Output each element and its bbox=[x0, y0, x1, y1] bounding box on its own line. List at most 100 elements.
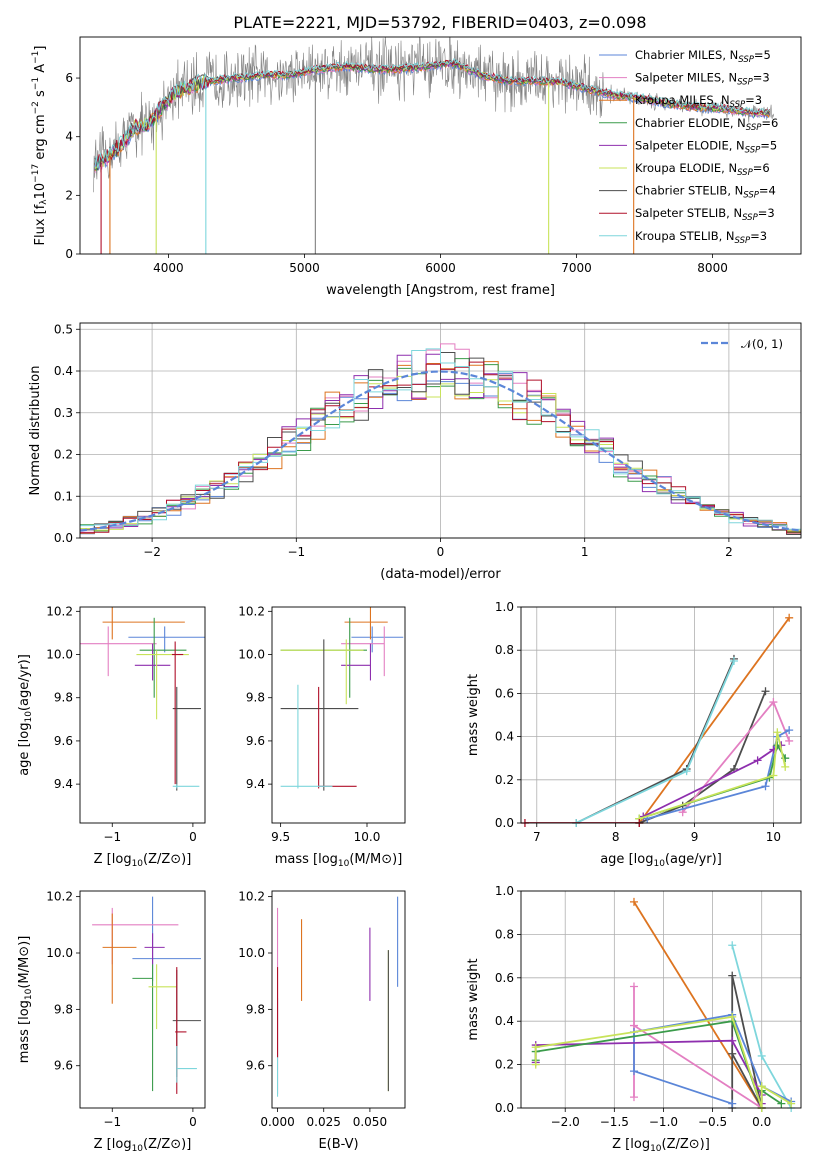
y-tick-label: 0.2 bbox=[54, 448, 73, 462]
legend-label: Salpeter ELODIE, NSSP=5 bbox=[635, 138, 777, 155]
y-tick-label: 10.2 bbox=[238, 890, 265, 904]
histogram-salpeter-stelib bbox=[80, 361, 801, 534]
y-tick-label: 0.0 bbox=[495, 1101, 514, 1115]
weight-marker bbox=[761, 782, 770, 791]
weight-marker bbox=[769, 771, 778, 780]
x-tick-label: 0 bbox=[189, 1115, 197, 1129]
y-tick-label: 0.8 bbox=[495, 927, 514, 941]
legend-label: Salpeter STELIB, NSSP=3 bbox=[635, 206, 775, 223]
x-tick-label: 9.5 bbox=[271, 830, 290, 844]
x-tick-label: 0 bbox=[437, 545, 445, 559]
axes-frame bbox=[79, 36, 802, 255]
x-tick-label: 8000 bbox=[697, 261, 728, 275]
x-tick-label: −2 bbox=[143, 545, 161, 559]
weight-line bbox=[639, 732, 787, 820]
x-axis-label: E(B-V) bbox=[318, 1137, 358, 1152]
y-tick-label: 0.2 bbox=[495, 1058, 514, 1072]
figure-title: PLATE=2221, MJD=53792, FIBERID=0403, z=0… bbox=[233, 13, 646, 32]
spectrum-panel: 4000 5000 6000 7000 8000 0 2 4 6 wavelength [Angs… bbox=[31, 36, 802, 298]
axes-frame bbox=[79, 322, 802, 539]
x-axis-label: wavelength [Angstrom, rest frame] bbox=[326, 283, 555, 298]
y-axis-label: Flux [fλ10−17 erg cm−2 s−1 A−1] bbox=[31, 46, 49, 246]
age-vs-mass-panel: 9.5 10.0 9.4 9.6 9.8 10.0 10.2 mass [log10(M/M⊙… bbox=[238, 604, 406, 869]
y-tick-label: 0.4 bbox=[495, 730, 514, 744]
axes-frame bbox=[271, 890, 406, 1109]
x-tick-label: −1 bbox=[103, 830, 121, 844]
weight-line bbox=[575, 660, 735, 823]
legend-label: Salpeter MILES, NSSP=3 bbox=[635, 71, 770, 88]
y-tick-label: 4 bbox=[65, 130, 73, 144]
weight-marker bbox=[785, 736, 794, 745]
massweight-vs-metallicity-panel: −2.0 −1.5 −1.0 −0.5 0.0 0.0 0.2 0.4 0.6 0.8 1.0 Z [… bbox=[466, 884, 802, 1154]
y-tick-label: 10.2 bbox=[238, 604, 265, 618]
y-tick-label: 9.6 bbox=[54, 734, 73, 748]
y-axis-label: mass [log10(M/M⊙)] bbox=[17, 936, 34, 1064]
weight-marker bbox=[757, 1051, 766, 1060]
x-tick-label: 0 bbox=[189, 830, 197, 844]
weight-marker bbox=[728, 1012, 737, 1021]
x-axis-label: Z [log10(Z/Z⊙)] bbox=[612, 1137, 710, 1154]
legend-label: Kroupa MILES, NSSP=3 bbox=[635, 93, 762, 110]
weight-marker bbox=[531, 1043, 540, 1052]
weight-marker bbox=[773, 728, 782, 737]
y-tick-label: 0.2 bbox=[495, 773, 514, 787]
y-tick-label: 6 bbox=[65, 71, 73, 85]
x-axis-label: Z [log10(Z/Z⊙)] bbox=[94, 1137, 192, 1154]
legend-label: Kroupa STELIB, NSSP=3 bbox=[635, 229, 767, 246]
residuals-histogram-panel: −2 −1 0 1 2 0.0 0.1 0.2 0.3 0.4 0.5 𝒩(0, 1) (data-mo… bbox=[28, 322, 802, 582]
x-axis-label: mass [log10(M/M⊙)] bbox=[275, 852, 403, 869]
y-tick-label: 9.8 bbox=[54, 1002, 73, 1016]
weight-marker bbox=[728, 1099, 737, 1108]
weight-line bbox=[638, 617, 790, 823]
weight-marker bbox=[728, 971, 737, 980]
y-tick-label: 9.4 bbox=[246, 777, 265, 791]
weight-marker bbox=[728, 1036, 737, 1045]
y-tick-label: 10.0 bbox=[46, 648, 73, 662]
x-axis-label: (data-model)/error bbox=[380, 567, 501, 582]
y-tick-label: 10.2 bbox=[46, 890, 73, 904]
x-tick-label: −1 bbox=[287, 545, 305, 559]
x-tick-label: 0.025 bbox=[307, 1115, 341, 1129]
y-tick-label: 9.8 bbox=[246, 1002, 265, 1016]
weight-marker bbox=[629, 1093, 638, 1102]
legend-label: 𝒩(0, 1) bbox=[741, 337, 783, 351]
x-tick-label: −1.0 bbox=[649, 1115, 678, 1129]
y-axis-label: mass weight bbox=[466, 958, 481, 1040]
weight-marker bbox=[728, 1049, 737, 1058]
weight-marker bbox=[777, 1099, 786, 1108]
weight-marker bbox=[531, 1060, 540, 1069]
weight-marker bbox=[753, 756, 762, 765]
weight-marker bbox=[757, 1082, 766, 1091]
axes-frame bbox=[79, 606, 206, 824]
weight-marker bbox=[785, 726, 794, 735]
y-tick-label: 9.8 bbox=[54, 691, 73, 705]
weight-line bbox=[575, 658, 735, 823]
legend-label: Chabrier ELODIE, NSSP=6 bbox=[635, 116, 778, 133]
weight-line bbox=[646, 729, 790, 820]
y-tick-label: 1.0 bbox=[495, 600, 514, 614]
x-tick-label: −1 bbox=[103, 1115, 121, 1129]
y-tick-label: 10.0 bbox=[238, 946, 265, 960]
weight-line bbox=[633, 901, 763, 1108]
x-tick-label: 0.0 bbox=[752, 1115, 771, 1129]
weight-marker bbox=[787, 1099, 796, 1108]
normal-distribution-curve bbox=[80, 370, 801, 532]
legend-label: Chabrier MILES, NSSP=5 bbox=[635, 48, 771, 65]
x-tick-label: 10.0 bbox=[354, 830, 381, 844]
y-tick-label: 0.6 bbox=[495, 686, 514, 700]
y-tick-label: 1.0 bbox=[495, 884, 514, 898]
x-tick-label: 0.000 bbox=[260, 1115, 294, 1129]
x-tick-label: 7 bbox=[533, 830, 541, 844]
y-tick-label: 0.6 bbox=[495, 971, 514, 985]
y-tick-label: 0.8 bbox=[495, 643, 514, 657]
x-tick-label: −2.0 bbox=[551, 1115, 580, 1129]
y-tick-label: 9.4 bbox=[54, 777, 73, 791]
x-axis-label: Z [log10(Z/Z⊙)] bbox=[94, 852, 192, 869]
y-tick-label: 10.2 bbox=[46, 604, 73, 618]
massweight-vs-age-panel: 7 8 9 10 0.0 0.2 0.4 0.6 0.8 1.0 age [log10(age/yr… bbox=[466, 600, 802, 869]
x-tick-label: 10 bbox=[766, 830, 781, 844]
y-axis-label: Normed distribution bbox=[28, 366, 43, 496]
weight-marker bbox=[682, 767, 691, 776]
x-tick-label: −1.5 bbox=[600, 1115, 629, 1129]
